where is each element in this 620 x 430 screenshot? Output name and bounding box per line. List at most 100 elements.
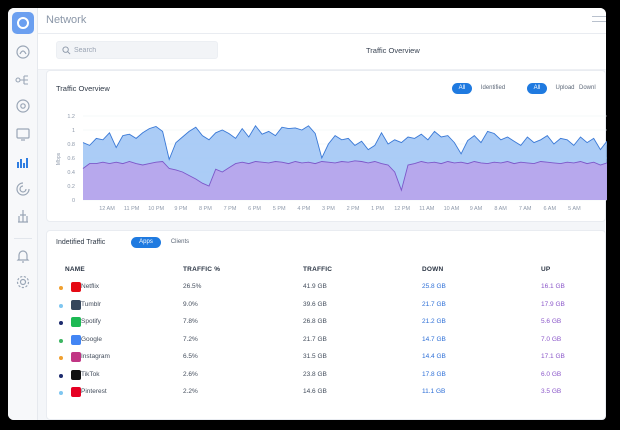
column-header-traffic[interactable]: TRAFFIC [303, 266, 333, 273]
y-tick-label: 1.2 [67, 114, 75, 120]
up-value: 7.0 GB [541, 335, 562, 343]
up-value: 17.1 GB [541, 353, 565, 360]
column-header-up[interactable]: UP [541, 266, 551, 273]
menu-icon[interactable] [592, 16, 606, 22]
filter-download[interactable]: Downl [579, 85, 596, 91]
up-value: 17.9 GB [541, 300, 565, 308]
x-tick-label: 10 AM [444, 206, 460, 212]
traffic-overview-card: Traffic Overview All Identified All Uplo… [46, 70, 607, 222]
traffic-pct: 7.8% [183, 318, 198, 325]
traffic-pct: 6.5% [183, 353, 198, 360]
table-row[interactable]: Google 7.2% 21.7 GB 14.7 GB 7.0 GB [47, 332, 607, 349]
status-dot [59, 338, 63, 343]
traffic-total: 14.6 GB [303, 388, 327, 395]
topology-icon[interactable] [15, 72, 31, 88]
down-value: 17.8 GB [422, 370, 446, 378]
x-tick-label: 1 PM [371, 206, 384, 212]
traffic-pct: 9.0% [183, 300, 198, 308]
app-name: Pinterest [81, 388, 107, 395]
table-row[interactable]: Tumblr 9.0% 39.6 GB 21.7 GB 17.9 GB [47, 297, 607, 314]
x-tick-label: 10 PM [148, 206, 164, 212]
x-tick-label: 3 PM [322, 206, 335, 212]
clients-icon[interactable] [15, 126, 31, 142]
filter-identified[interactable]: Identified [480, 85, 506, 91]
identified-title: Indetified Traffic [56, 239, 106, 246]
gear-icon[interactable] [15, 274, 31, 290]
top-bar: Network [38, 8, 606, 34]
x-tick-label: 12 PM [394, 206, 410, 212]
app-name: TikTok [81, 370, 100, 378]
down-value: 11.1 GB [422, 388, 446, 395]
series-area-1 [83, 160, 607, 200]
tumblr-icon [71, 299, 81, 310]
down-value: 21.2 GB [422, 318, 446, 325]
column-header-name[interactable]: NAME [65, 266, 85, 273]
sidebar-divider [14, 238, 32, 239]
tab-apps[interactable]: Apps [131, 237, 161, 248]
up-value: 16.1 GB [541, 283, 565, 290]
x-tick-label: 2 PM [347, 206, 360, 212]
devices-icon[interactable] [15, 98, 31, 114]
search-input[interactable] [74, 44, 214, 57]
column-header-down[interactable]: DOWN [422, 266, 444, 273]
sub-header: Traffic Overview [38, 34, 606, 70]
table-row[interactable]: Instagram 6.5% 31.5 GB 14.4 GB 17.1 GB [47, 349, 607, 366]
app-title: Network [46, 14, 87, 26]
statistics-icon[interactable] [15, 154, 31, 170]
y-tick-label: 0.6 [67, 156, 75, 162]
x-tick-label: 9 PM [174, 206, 187, 212]
down-value: 25.8 GB [422, 283, 446, 290]
up-value: 6.0 GB [541, 370, 562, 378]
series-line-1 [82, 160, 607, 192]
column-header-traffic-pct[interactable]: TRAFFIC % [183, 266, 221, 273]
y-tick-label: 0 [72, 198, 75, 204]
filter-all-direction[interactable]: All [527, 83, 547, 94]
app-name: Instagram [81, 353, 110, 360]
y-axis-ticks: 0 0.2 0.4 0.6 0.8 1 1.2 [67, 114, 75, 204]
x-tick-label: 5 AM [568, 206, 581, 212]
table-row[interactable]: Pinterest 2.2% 14.6 GB 11.1 GB 3.5 GB [47, 384, 607, 401]
filter-upload[interactable]: Upload [555, 85, 575, 91]
filter-all-apps[interactable]: All [452, 83, 472, 94]
bell-icon[interactable] [15, 248, 31, 264]
down-value: 14.4 GB [422, 353, 446, 360]
traffic-total: 39.6 GB [303, 300, 327, 308]
spotify-icon [71, 317, 81, 327]
sidebar [8, 8, 38, 420]
x-tick-label: 4 PM [297, 206, 310, 212]
app-name: Netflix [81, 283, 100, 290]
search-box [56, 41, 218, 59]
security-icon[interactable] [15, 208, 31, 224]
app-name: Spotify [81, 318, 101, 325]
x-tick-label: 12 AM [99, 206, 115, 212]
status-dot [59, 303, 63, 308]
overview-title: Traffic Overview [56, 84, 110, 93]
table-row[interactable]: Spotify 7.8% 26.8 GB 21.2 GB 5.6 GB [47, 314, 607, 331]
x-tick-label: 5 PM [273, 206, 286, 212]
traffic-total: 41.9 GB [303, 283, 327, 290]
insights-icon[interactable] [15, 181, 31, 197]
app-name: Tumblr [81, 300, 101, 308]
tab-clients[interactable]: Clients [170, 239, 190, 245]
instagram-icon [71, 352, 81, 362]
x-tick-label: 11 AM [419, 206, 435, 212]
logo-ring-icon [17, 17, 29, 29]
search-icon [62, 46, 71, 55]
traffic-total: 21.7 GB [303, 335, 327, 343]
google-icon [71, 334, 81, 345]
table-row[interactable]: Netflix 26.5% 41.9 GB 25.8 GB 16.1 GB [47, 279, 607, 296]
table-row[interactable]: TikTok 2.6% 23.8 GB 17.8 GB 6.0 GB [47, 367, 607, 384]
status-dot [59, 321, 63, 325]
traffic-chart: 0 0.2 0.4 0.6 0.8 1 1.2 12 AM 11 PM 10 PM 9 PM 8 P… [56, 114, 607, 212]
x-tick-label: 11 PM [124, 206, 140, 212]
tiktok-icon [71, 369, 81, 380]
app-logo[interactable] [12, 12, 34, 34]
series-line-0 [82, 125, 607, 161]
up-value: 3.5 GB [541, 388, 562, 395]
traffic-pct: 2.6% [183, 370, 198, 378]
traffic-total: 23.8 GB [303, 370, 327, 378]
x-tick-label: 6 AM [544, 206, 557, 212]
x-tick-label: 8 PM [199, 206, 212, 212]
y-tick-label: 0.8 [67, 142, 75, 148]
dashboard-icon[interactable] [15, 44, 31, 60]
